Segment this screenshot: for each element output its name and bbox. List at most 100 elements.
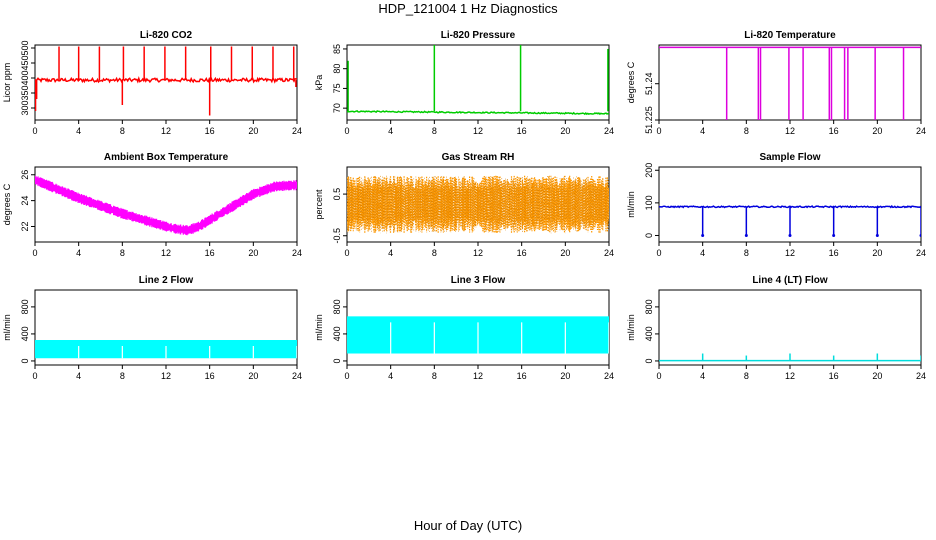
series-point <box>701 233 705 237</box>
y-axis-label: percent <box>314 189 324 220</box>
series-line <box>347 110 609 116</box>
chart-pressure: Li-820 Pressure kPa 0 4 8 12 16 20 24 70 75 80 85 <box>314 30 614 136</box>
chart-line4: Line 4 (LT) Flow ml/min 0 4 8 12 16 20 24 0 400 800 <box>626 275 926 381</box>
y-tick-label: 75 <box>332 83 342 93</box>
x-tick-label: 20 <box>248 371 258 381</box>
x-tick-label: 8 <box>432 126 437 136</box>
data-series-co2 <box>35 46 297 116</box>
chart-temperature: Li-820 Temperature degrees C 0 4 8 12 16 20 24 51… <box>626 30 926 136</box>
series-point <box>832 233 836 237</box>
y-axis-label: degrees C <box>2 183 12 225</box>
data-series-box_temp <box>35 175 297 236</box>
x-tick-label: 0 <box>344 248 349 258</box>
x-tick-label: 0 <box>656 126 661 136</box>
x-tick-label: 0 <box>344 126 349 136</box>
data-series-rh <box>347 175 609 234</box>
chart-rh: Gas Stream RH percent 0 4 8 12 16 20 24 -0.5 0.5 <box>314 152 614 258</box>
data-series-temperature <box>659 46 921 120</box>
y-tick-label: 400 <box>20 70 30 85</box>
y-tick-label: 51.225 <box>644 106 654 134</box>
x-tick-label: 20 <box>560 126 570 136</box>
x-tick-label: 12 <box>161 248 171 258</box>
chart-title: Gas Stream RH <box>442 152 515 163</box>
chart-title: Ambient Box Temperature <box>104 152 229 163</box>
x-tick-label: 24 <box>292 126 302 136</box>
y-tick-label: 350 <box>20 85 30 100</box>
x-tick-label: 24 <box>916 248 926 258</box>
y-axis-label: ml/min <box>2 314 12 341</box>
x-tick-label: 4 <box>700 126 705 136</box>
x-tick-label: 4 <box>388 126 393 136</box>
y-tick-label: 300 <box>20 100 30 115</box>
plot-frame <box>658 44 922 121</box>
chart-title: Line 3 Flow <box>451 275 506 286</box>
y-tick-label: 400 <box>644 326 654 341</box>
x-tick-label: 0 <box>32 371 37 381</box>
x-tick-label: 8 <box>120 371 125 381</box>
y-tick-label: 800 <box>332 299 342 314</box>
series-line <box>35 76 297 84</box>
y-tick-label: 800 <box>644 299 654 314</box>
x-tick-label: 20 <box>560 248 570 258</box>
figure-title: HDP_121004 1 Hz Diagnostics <box>378 1 558 16</box>
y-axis-label: kPa <box>314 75 324 91</box>
x-tick-label: 0 <box>656 371 661 381</box>
series-line <box>659 204 921 209</box>
y-tick-label: 80 <box>332 64 342 74</box>
x-tick-label: 4 <box>388 248 393 258</box>
chart-title: Li-820 CO2 <box>140 30 193 41</box>
chart-line2: Line 2 Flow ml/min 0 4 8 12 16 20 24 0 400 800 <box>2 275 302 381</box>
chart-co2: Li-820 CO2 Licor ppm 0 4 8 12 16 20 24 3003504004… <box>2 30 302 136</box>
x-tick-label: 24 <box>916 371 926 381</box>
y-axis-label: ml/min <box>314 314 324 341</box>
x-tick-label: 12 <box>473 126 483 136</box>
y-axis-label: ml/min <box>626 314 636 341</box>
data-series-pressure <box>347 45 609 116</box>
series-band-texture <box>347 175 609 234</box>
y-tick-label: 85 <box>332 44 342 54</box>
x-tick-label: 16 <box>205 371 215 381</box>
data-series-line3 <box>347 316 609 354</box>
chart-line3: Line 3 Flow ml/min 0 4 8 12 16 20 24 0 400 800 <box>314 275 614 381</box>
x-tick-label: 4 <box>76 248 81 258</box>
x-tick-label: 20 <box>872 248 882 258</box>
series-band <box>35 175 297 236</box>
x-tick-label: 24 <box>604 248 614 258</box>
y-tick-label: 100 <box>644 195 654 210</box>
x-tick-label: 12 <box>785 248 795 258</box>
y-axis-label: ml/min <box>626 191 636 218</box>
x-tick-label: 8 <box>120 126 125 136</box>
plot-frame <box>346 44 610 121</box>
x-tick-label: 20 <box>872 126 882 136</box>
series-point <box>744 233 748 237</box>
x-tick-label: 20 <box>248 248 258 258</box>
x-tick-label: 8 <box>744 126 749 136</box>
x-tick-label: 20 <box>872 371 882 381</box>
chart-title: Li-820 Pressure <box>441 30 516 41</box>
x-tick-label: 12 <box>161 371 171 381</box>
y-tick-label: 200 <box>644 163 654 178</box>
x-tick-label: 12 <box>161 126 171 136</box>
x-tick-label: 20 <box>248 126 258 136</box>
chart-sample_flow: Sample Flow ml/min 0 4 8 12 16 20 24 0 100 200 <box>626 152 926 258</box>
x-tick-label: 16 <box>205 126 215 136</box>
series-point <box>788 233 792 237</box>
y-tick-label: 450 <box>20 55 30 70</box>
y-axis-label: Licor ppm <box>2 63 12 103</box>
x-tick-label: 24 <box>916 126 926 136</box>
x-tick-label: 4 <box>388 371 393 381</box>
y-tick-label: 400 <box>20 326 30 341</box>
x-tick-label: 24 <box>604 371 614 381</box>
x-tick-label: 12 <box>785 371 795 381</box>
y-tick-label: 24 <box>20 196 30 206</box>
y-tick-label: 70 <box>332 103 342 113</box>
y-tick-label: 500 <box>20 40 30 55</box>
chart-box_temp: Ambient Box Temperature degrees C 0 4 8 12 16 2… <box>2 152 302 258</box>
x-tick-label: 8 <box>432 248 437 258</box>
x-tick-label: 8 <box>744 248 749 258</box>
chart-title: Line 4 (LT) Flow <box>752 275 828 286</box>
x-tick-label: 16 <box>205 248 215 258</box>
y-tick-label: 0.5 <box>332 188 342 201</box>
x-tick-label: 16 <box>517 371 527 381</box>
